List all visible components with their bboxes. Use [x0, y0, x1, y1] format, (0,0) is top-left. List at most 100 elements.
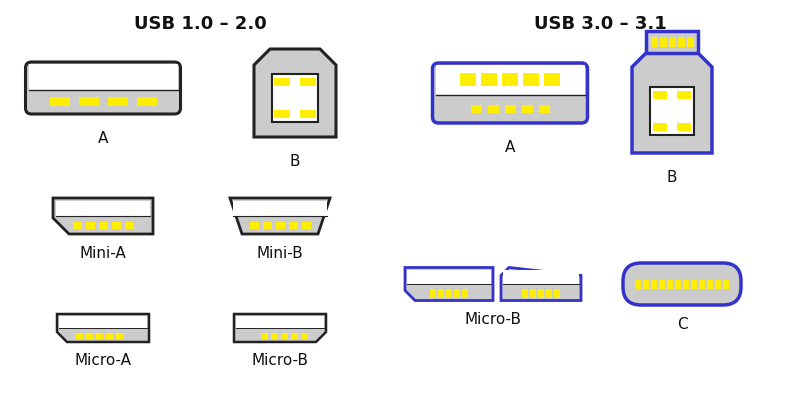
Polygon shape	[501, 268, 581, 301]
Bar	[546, 289, 552, 298]
Bar	[111, 222, 121, 229]
Polygon shape	[405, 268, 493, 301]
Bar	[107, 97, 127, 106]
Bar	[407, 270, 491, 284]
Text: A: A	[505, 140, 515, 155]
Bar	[454, 289, 460, 298]
Bar	[300, 110, 316, 118]
Bar	[659, 37, 666, 47]
Bar	[538, 104, 550, 113]
Text: USB 1.0 – 2.0: USB 1.0 – 2.0	[134, 15, 266, 33]
Bar	[678, 37, 685, 47]
Bar	[86, 222, 94, 229]
Bar	[651, 279, 657, 288]
Bar	[487, 104, 498, 113]
Bar	[650, 37, 658, 47]
Bar	[274, 110, 290, 118]
Bar	[262, 222, 271, 229]
Polygon shape	[230, 198, 330, 234]
Bar	[98, 222, 107, 229]
Bar	[460, 73, 476, 86]
Bar	[59, 316, 147, 328]
Bar	[650, 87, 694, 135]
Bar	[667, 279, 673, 288]
Bar	[233, 201, 327, 216]
Bar	[301, 333, 307, 339]
FancyBboxPatch shape	[26, 62, 181, 114]
Bar	[430, 289, 436, 298]
Text: Mini-A: Mini-A	[80, 246, 126, 261]
FancyBboxPatch shape	[433, 63, 587, 123]
Text: USB 3.0 – 3.1: USB 3.0 – 3.1	[534, 15, 666, 33]
Bar	[446, 289, 452, 298]
Bar	[289, 222, 298, 229]
Bar	[78, 97, 98, 106]
Bar	[261, 333, 267, 339]
Bar	[699, 279, 705, 288]
Text: Mini-B: Mini-B	[257, 246, 303, 261]
Text: B: B	[290, 154, 300, 169]
Bar	[675, 279, 681, 288]
Bar	[653, 91, 667, 99]
Text: Micro-B: Micro-B	[465, 313, 522, 328]
Bar	[723, 279, 729, 288]
Bar	[686, 37, 694, 47]
Bar	[272, 74, 318, 122]
Bar	[653, 123, 667, 131]
Text: Micro-B: Micro-B	[251, 353, 309, 368]
Bar	[56, 201, 150, 216]
Bar	[115, 333, 122, 339]
FancyBboxPatch shape	[629, 268, 735, 300]
Bar	[86, 333, 93, 339]
Bar	[669, 37, 675, 47]
Bar	[522, 289, 528, 298]
Bar	[554, 289, 560, 298]
Polygon shape	[53, 198, 153, 234]
Bar	[462, 289, 468, 298]
Bar	[290, 333, 298, 339]
Bar	[125, 222, 134, 229]
Bar	[505, 104, 515, 113]
Bar	[236, 316, 324, 328]
Bar	[435, 65, 585, 95]
Text: C: C	[677, 317, 687, 332]
Bar	[275, 222, 285, 229]
Text: Micro-A: Micro-A	[74, 353, 131, 368]
Bar	[302, 222, 310, 229]
FancyBboxPatch shape	[623, 263, 741, 305]
Bar	[643, 279, 649, 288]
Polygon shape	[254, 49, 336, 137]
Bar	[50, 97, 70, 106]
Bar	[29, 64, 178, 90]
Bar	[438, 289, 444, 298]
Bar	[106, 333, 113, 339]
Text: B: B	[666, 170, 678, 185]
Polygon shape	[234, 314, 326, 342]
Bar	[281, 333, 287, 339]
Polygon shape	[632, 53, 712, 153]
Bar	[470, 104, 482, 113]
Bar	[715, 279, 721, 288]
Bar	[503, 270, 579, 284]
Bar	[538, 289, 544, 298]
Bar	[691, 279, 697, 288]
Bar	[707, 279, 713, 288]
Bar	[659, 279, 665, 288]
Bar	[683, 279, 689, 288]
Bar	[95, 333, 102, 339]
Bar	[677, 91, 691, 99]
Bar	[522, 104, 533, 113]
Bar	[635, 279, 641, 288]
Bar	[677, 123, 691, 131]
Bar	[300, 78, 316, 86]
Bar	[75, 333, 82, 339]
Text: A: A	[98, 131, 108, 146]
Bar	[274, 78, 290, 86]
Bar	[523, 73, 539, 86]
Bar	[502, 73, 518, 86]
Bar	[646, 31, 698, 53]
Bar	[73, 222, 82, 229]
Bar	[530, 289, 536, 298]
Bar	[270, 333, 278, 339]
Bar	[544, 73, 560, 86]
